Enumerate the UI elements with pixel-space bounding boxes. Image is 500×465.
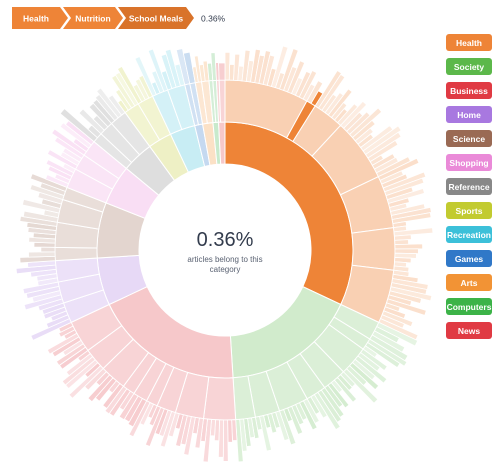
sunburst-chart: 0.36% articles belong to this category (15, 45, 434, 463)
legend-item-news[interactable]: News (446, 322, 492, 339)
legend-item-home[interactable]: Home (446, 106, 492, 123)
breadcrumb-label: Nutrition (75, 14, 110, 24)
legend-item-shopping[interactable]: Shopping (446, 154, 492, 171)
arc-news-ring3-1-0[interactable] (218, 62, 226, 81)
legend-item-society[interactable]: Society (446, 58, 492, 75)
arc-science-ring2-0[interactable] (54, 246, 98, 262)
breadcrumb-item-school-meals[interactable]: School Meals (118, 7, 194, 29)
breadcrumb-item-nutrition[interactable]: Nutrition (63, 7, 123, 29)
segment-science[interactable] (19, 173, 146, 264)
legend-item-sports[interactable]: Sports (446, 202, 492, 219)
breadcrumb-chevron[interactable] (12, 7, 68, 29)
segment-reference[interactable] (59, 87, 176, 196)
center-caption-line2: category (210, 265, 241, 274)
breadcrumb-label: School Meals (129, 14, 184, 24)
segment-recreation[interactable] (134, 48, 206, 173)
segment-society[interactable] (229, 285, 419, 463)
arc-science-ring3-0-1[interactable] (28, 251, 56, 258)
breadcrumb: Health Nutrition School Meals 0.36% (12, 7, 226, 29)
center-caption-line1: articles belong to this (187, 255, 262, 264)
arc-science-ring3-0-2[interactable] (40, 246, 56, 253)
arc-business-ring3-0-2[interactable] (222, 419, 229, 462)
arc-business-ring3-0-1[interactable] (227, 419, 233, 443)
legend-item-science[interactable]: Science (446, 130, 492, 147)
breadcrumb-label: Health (23, 14, 49, 24)
arc-news-ring2-1[interactable] (218, 79, 226, 123)
breadcrumb-percentage: 0.36% (201, 14, 226, 24)
sunburst-arcs (15, 45, 434, 463)
arc-health-ring3-5-4[interactable] (394, 243, 424, 250)
segment-arts[interactable] (192, 55, 218, 166)
segment-business[interactable] (46, 285, 238, 463)
segment-shopping[interactable] (44, 120, 160, 219)
segment-news[interactable] (215, 62, 226, 165)
legend-item-health[interactable]: Health (446, 34, 492, 51)
legend-item-arts[interactable]: Arts (446, 274, 492, 291)
legend-item-reference[interactable]: Reference (446, 178, 492, 195)
legend: Health Society Business Home Science Shopping… (446, 34, 492, 346)
legend-item-games[interactable]: Games (446, 250, 492, 267)
center-percentage: 0.36% (197, 229, 254, 251)
segment-health[interactable] (224, 45, 434, 341)
breadcrumb-item-health[interactable]: Health (12, 7, 68, 29)
breadcrumb-chevron[interactable] (63, 7, 123, 29)
legend-item-computers[interactable]: Computers (446, 298, 492, 315)
segment-home[interactable] (15, 254, 148, 341)
breadcrumb-chevron[interactable] (118, 7, 194, 29)
center-hole (139, 164, 311, 336)
segment-sports[interactable] (111, 65, 190, 182)
legend-item-business[interactable]: Business (446, 82, 492, 99)
segment-games[interactable] (175, 48, 211, 168)
legend-item-recreation[interactable]: Recreation (446, 226, 492, 243)
arc-health-ring2-5[interactable] (351, 227, 396, 271)
